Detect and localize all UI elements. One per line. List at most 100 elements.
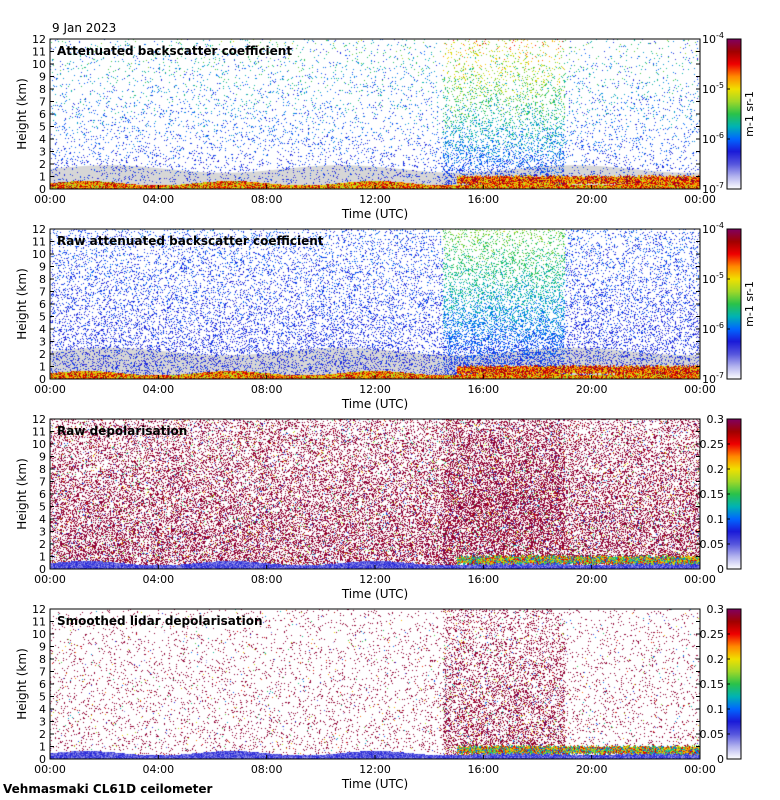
x-tick-label: 20:00 bbox=[576, 383, 608, 396]
x-tick-label: 00:00 bbox=[34, 383, 66, 396]
y-axis-label: Height (km) bbox=[15, 458, 29, 529]
y-axis-label: Height (km) bbox=[15, 268, 29, 339]
x-tick-label: 00:00 bbox=[684, 193, 716, 206]
colorbar bbox=[726, 228, 742, 380]
panel-1: Attenuated backscatter coefficient012345… bbox=[15, 31, 756, 221]
x-tick-label: 04:00 bbox=[142, 573, 174, 586]
y-tick-label: 8 bbox=[39, 273, 46, 286]
y-tick-label: 3 bbox=[39, 716, 46, 729]
x-tick-label: 04:00 bbox=[142, 383, 174, 396]
colorbar-tick-label: 0.1 bbox=[707, 703, 725, 716]
y-tick-label: 6 bbox=[39, 108, 46, 121]
y-axis-label: Height (km) bbox=[15, 648, 29, 719]
heatmap-field bbox=[50, 39, 700, 189]
y-tick-label: 5 bbox=[39, 311, 46, 324]
colorbar-tick-label: 10-4 bbox=[702, 221, 724, 236]
x-tick-label: 00:00 bbox=[34, 193, 66, 206]
y-tick-label: 10 bbox=[32, 628, 46, 641]
colorbar-tick-label: 10-6 bbox=[702, 131, 724, 146]
heatmap-field bbox=[50, 229, 700, 379]
y-tick-label: 8 bbox=[39, 463, 46, 476]
x-tick-label: 16:00 bbox=[467, 763, 499, 776]
x-tick-label: 08:00 bbox=[251, 763, 283, 776]
x-tick-label: 00:00 bbox=[684, 383, 716, 396]
heatmap-field bbox=[50, 419, 700, 569]
colorbar-tick-label: 0.05 bbox=[700, 538, 725, 551]
x-tick-label: 20:00 bbox=[576, 193, 608, 206]
y-tick-label: 4 bbox=[39, 703, 46, 716]
y-tick-label: 7 bbox=[39, 666, 46, 679]
x-tick-label: 08:00 bbox=[251, 193, 283, 206]
colorbar-tick-label: 0.05 bbox=[700, 728, 725, 741]
y-tick-label: 9 bbox=[39, 261, 46, 274]
y-tick-label: 2 bbox=[39, 538, 46, 551]
colorbar-tick-label: 0 bbox=[717, 753, 724, 766]
y-tick-label: 12 bbox=[32, 603, 46, 616]
colorbar-tick-label: 10-5 bbox=[702, 81, 724, 96]
colorbar-tick-label: 0.3 bbox=[707, 413, 725, 426]
y-tick-label: 11 bbox=[32, 236, 46, 249]
colorbar-tick-label: 10-7 bbox=[702, 181, 724, 196]
colorbar-tick-label: 0.3 bbox=[707, 603, 725, 616]
x-tick-label: 12:00 bbox=[359, 573, 391, 586]
x-tick-label: 08:00 bbox=[251, 573, 283, 586]
colorbar-tick-label: 10-7 bbox=[702, 371, 724, 386]
x-tick-label: 08:00 bbox=[251, 383, 283, 396]
x-tick-label: 00:00 bbox=[684, 573, 716, 586]
y-tick-label: 9 bbox=[39, 71, 46, 84]
y-tick-label: 11 bbox=[32, 616, 46, 629]
y-tick-label: 7 bbox=[39, 96, 46, 109]
y-tick-label: 10 bbox=[32, 438, 46, 451]
colorbar-tick-label: 0.25 bbox=[700, 438, 725, 451]
x-axis-label: Time (UTC) bbox=[341, 587, 408, 601]
x-axis-label: Time (UTC) bbox=[341, 397, 408, 411]
x-tick-label: 20:00 bbox=[576, 763, 608, 776]
panel-title: Attenuated backscatter coefficient bbox=[57, 44, 292, 58]
x-tick-label: 00:00 bbox=[34, 763, 66, 776]
colorbar-unit: m-1 sr-1 bbox=[743, 91, 756, 137]
y-tick-label: 9 bbox=[39, 451, 46, 464]
x-axis-label: Time (UTC) bbox=[341, 207, 408, 221]
colorbar-tick-label: 0.15 bbox=[700, 678, 725, 691]
y-tick-label: 0 bbox=[39, 373, 46, 386]
panel-4: Smoothed lidar depolarisation01234567891… bbox=[15, 603, 742, 791]
y-tick-label: 1 bbox=[39, 171, 46, 184]
y-tick-label: 4 bbox=[39, 133, 46, 146]
y-tick-label: 3 bbox=[39, 336, 46, 349]
x-axis-label: Time (UTC) bbox=[341, 777, 408, 791]
y-tick-label: 5 bbox=[39, 501, 46, 514]
colorbar-tick-label: 10-6 bbox=[702, 321, 724, 336]
colorbar-tick-label: 0.1 bbox=[707, 513, 725, 526]
y-tick-label: 8 bbox=[39, 83, 46, 96]
y-tick-label: 11 bbox=[32, 46, 46, 59]
y-axis-label: Height (km) bbox=[15, 78, 29, 149]
heatmap-field bbox=[50, 609, 700, 759]
y-tick-label: 6 bbox=[39, 488, 46, 501]
panel-title: Smoothed lidar depolarisation bbox=[57, 614, 263, 628]
colorbar-tick-label: 10-5 bbox=[702, 271, 724, 286]
x-tick-label: 04:00 bbox=[142, 193, 174, 206]
x-tick-label: 00:00 bbox=[34, 573, 66, 586]
colorbar-tick-label: 0.2 bbox=[707, 653, 725, 666]
x-tick-label: 00:00 bbox=[684, 763, 716, 776]
x-tick-label: 16:00 bbox=[467, 573, 499, 586]
y-tick-label: 0 bbox=[39, 183, 46, 196]
y-tick-label: 7 bbox=[39, 476, 46, 489]
footer-label: Vehmasmaki CL61D ceilometer bbox=[3, 782, 212, 796]
y-tick-label: 5 bbox=[39, 691, 46, 704]
panel-2: Raw attenuated backscatter coefficient01… bbox=[15, 221, 756, 411]
colorbar-tick-label: 0 bbox=[717, 563, 724, 576]
y-tick-label: 0 bbox=[39, 563, 46, 576]
x-tick-label: 04:00 bbox=[142, 763, 174, 776]
y-tick-label: 7 bbox=[39, 286, 46, 299]
colorbar-unit: m-1 sr-1 bbox=[743, 281, 756, 327]
colorbar-tick-label: 0.2 bbox=[707, 463, 725, 476]
x-tick-label: 12:00 bbox=[359, 383, 391, 396]
y-tick-label: 3 bbox=[39, 526, 46, 539]
x-tick-label: 20:00 bbox=[576, 573, 608, 586]
y-tick-label: 11 bbox=[32, 426, 46, 439]
colorbar-tick-label: 0.15 bbox=[700, 488, 725, 501]
y-tick-label: 10 bbox=[32, 248, 46, 261]
